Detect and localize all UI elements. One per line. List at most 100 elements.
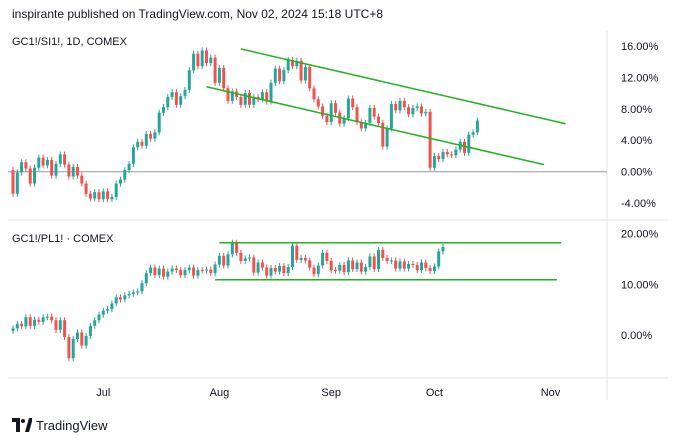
candle-body xyxy=(196,53,200,67)
tradingview-logo[interactable]: TradingView xyxy=(12,416,108,434)
candle-body xyxy=(144,273,148,284)
candle-body xyxy=(80,332,84,346)
candle-body xyxy=(372,256,376,270)
candle-body xyxy=(187,267,191,271)
candle-body xyxy=(398,100,402,111)
candle-body xyxy=(256,262,260,273)
candle-body xyxy=(114,183,118,197)
candle-body xyxy=(265,267,269,276)
candle-body xyxy=(303,257,307,261)
candle-body xyxy=(372,107,376,117)
candle-body xyxy=(411,264,415,266)
candle-body xyxy=(84,335,88,346)
candle-body xyxy=(131,292,135,294)
candle-body xyxy=(170,92,174,97)
candle-body xyxy=(76,332,79,339)
candle-body xyxy=(33,167,36,184)
candle-body xyxy=(467,134,471,153)
candle-body xyxy=(179,96,183,105)
candle-body xyxy=(67,164,71,177)
candle-body xyxy=(364,122,368,129)
candle-body xyxy=(260,262,264,268)
candle-body xyxy=(243,258,247,261)
candle-body xyxy=(308,260,312,268)
candle-body xyxy=(273,68,277,83)
candle-body xyxy=(454,149,458,156)
candle-body xyxy=(45,316,49,318)
candle-body xyxy=(368,107,372,123)
candle-body xyxy=(222,67,226,89)
candle-body xyxy=(445,152,449,155)
candle-body xyxy=(389,104,393,129)
axes-layer: 16.00% 12.00% 8.00% 4.00% 0.00% -4.00% 20.00% 1… xyxy=(96,41,658,399)
candle-body xyxy=(286,59,290,71)
candle-body xyxy=(355,107,359,123)
candle-body xyxy=(450,154,454,156)
candle-body xyxy=(475,120,479,133)
candle-body xyxy=(101,191,105,200)
y-tick-label: 8.00% xyxy=(621,104,652,116)
candle-body xyxy=(325,115,329,123)
x-tick-label: Jul xyxy=(96,387,110,399)
candle-body xyxy=(381,249,385,258)
candle-body xyxy=(265,92,269,102)
candle-body xyxy=(316,265,320,275)
candle-body xyxy=(123,295,127,300)
candle-body xyxy=(269,82,273,102)
candle-body xyxy=(329,260,333,271)
candle-body xyxy=(157,112,161,133)
lower-channel-trendline xyxy=(206,85,545,166)
candle-body xyxy=(389,260,393,262)
candle-body xyxy=(269,268,273,276)
candle-body xyxy=(321,252,325,266)
candle-body xyxy=(63,320,67,337)
candle-body xyxy=(394,104,398,111)
candle-body xyxy=(50,159,54,176)
grid-layer xyxy=(8,30,668,400)
candle-body xyxy=(312,88,316,100)
candle-body xyxy=(415,106,419,108)
candle-body xyxy=(136,291,140,293)
candle-body xyxy=(346,260,350,273)
candle-body xyxy=(110,303,114,310)
y-tick-label: 0.00% xyxy=(621,330,652,342)
candle-body xyxy=(24,317,28,327)
candle-body xyxy=(136,141,140,148)
candle-body xyxy=(364,267,368,272)
y-tick-label: 0.00% xyxy=(621,167,652,179)
candle-body xyxy=(325,252,329,261)
candle-body xyxy=(273,268,277,272)
candle-body xyxy=(282,70,286,82)
candle-body xyxy=(28,317,32,326)
candle-body xyxy=(437,251,441,267)
candle-body xyxy=(260,92,264,100)
candle-body xyxy=(162,268,165,277)
y-tick-label: 16.00% xyxy=(621,41,659,53)
candle-body xyxy=(119,297,122,300)
candle-body xyxy=(174,92,178,105)
candle-body xyxy=(316,99,320,107)
candle-body xyxy=(252,96,256,105)
y-tick-label: 12.00% xyxy=(621,72,659,84)
candle-body xyxy=(248,93,251,105)
candle-body xyxy=(157,268,161,276)
y-tick-label: -4.00% xyxy=(621,198,656,210)
candle-body xyxy=(131,147,135,164)
candle-body xyxy=(174,268,178,271)
candle-body xyxy=(183,270,187,276)
candle-body xyxy=(67,336,71,359)
candle-body xyxy=(54,163,58,176)
upper-channel-trendline xyxy=(240,48,566,125)
candle-body xyxy=(209,57,213,64)
candle-body xyxy=(303,67,307,81)
candle-body xyxy=(149,267,153,274)
candle-body xyxy=(239,252,243,261)
candle-body xyxy=(33,319,36,326)
candle-body xyxy=(123,170,127,180)
candle-body xyxy=(37,319,41,322)
candle-body xyxy=(291,59,294,67)
candle-body xyxy=(153,267,157,276)
candle-body xyxy=(248,257,251,259)
candle-body xyxy=(58,320,62,330)
candle-body xyxy=(222,255,226,266)
